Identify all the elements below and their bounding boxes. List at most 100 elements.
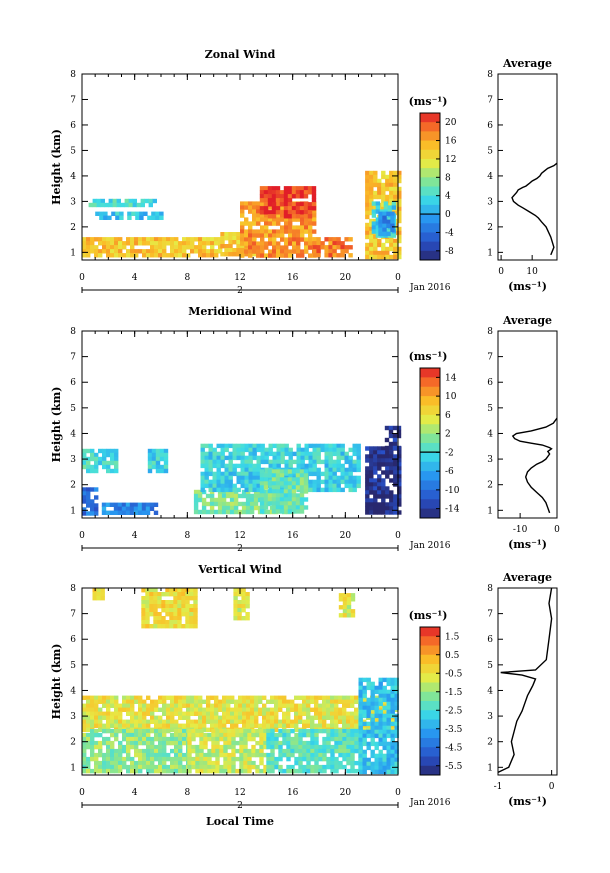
heatmap-cell (310, 732, 315, 738)
heatmap-cell (385, 506, 390, 511)
heatmap-cell (388, 445, 394, 451)
heatmap-cell (378, 713, 383, 719)
heatmap-cell (178, 748, 183, 754)
heatmap-cell (350, 613, 356, 618)
heatmap-cell (374, 761, 379, 767)
y-tick-label: 7 (70, 353, 76, 363)
heatmap-cell (338, 752, 343, 758)
heatmap-cell (291, 489, 297, 494)
heatmap-cell (316, 443, 321, 449)
heatmap-cell (377, 450, 382, 455)
heatmap-cell (340, 479, 345, 485)
heatmap-cell (278, 764, 283, 770)
heatmap-cell (146, 695, 151, 700)
heatmap-cell (286, 752, 291, 758)
heatmap-cell (234, 707, 239, 712)
heatmap-cell (385, 186, 390, 192)
heatmap-cell (392, 425, 398, 431)
heatmap-cell (260, 217, 265, 222)
average-y-tick-label: 3 (487, 712, 493, 722)
heatmap-cell (240, 443, 245, 449)
heatmap-cell (241, 588, 246, 593)
heatmap-cell (358, 697, 363, 703)
heatmap-cell (259, 744, 264, 750)
heatmap-cell (390, 215, 395, 220)
heatmap-cell (122, 732, 127, 738)
heatmap-cell (272, 241, 277, 246)
heatmap-cell (318, 707, 323, 712)
heatmap-cell (397, 234, 402, 240)
heatmap-cell (106, 752, 111, 758)
heatmap-cell (159, 215, 164, 220)
heatmap-cell (304, 217, 309, 222)
heatmap-cell (136, 202, 141, 208)
heatmap-cell (260, 443, 265, 449)
heatmap-cell (373, 486, 378, 491)
heatmap-cell (385, 198, 390, 204)
heatmap-cells (82, 588, 399, 775)
heatmap-cell (247, 748, 252, 754)
heatmap-cell (299, 477, 305, 482)
colorbar-tick-label: -4.5 (445, 743, 463, 753)
heatmap-cell (255, 732, 260, 738)
heatmap-cell (238, 711, 243, 716)
heatmap-cell (145, 624, 150, 629)
y-tick-label: 4 (70, 172, 76, 182)
heatmap-cell (150, 764, 155, 770)
heatmap-cell (397, 214, 402, 220)
heatmap-cell (187, 732, 192, 738)
heatmap-cell (106, 748, 111, 754)
heatmap-cell (286, 715, 291, 720)
heatmap-cell (378, 741, 383, 747)
heatmap-cell (210, 715, 215, 720)
heatmap-cell (342, 732, 347, 738)
heatmap-cell (374, 689, 379, 695)
heatmap-cell (382, 677, 387, 683)
heatmap-cell (330, 768, 335, 774)
heatmap-cell (275, 509, 281, 514)
heatmap-cell (397, 454, 402, 459)
heatmap-cell (241, 489, 247, 495)
heatmap-cell (206, 253, 211, 258)
colorbar-frame (419, 367, 441, 519)
heatmap-cell (256, 479, 261, 485)
heatmap-cell (141, 616, 146, 621)
heatmap-cell (138, 237, 143, 242)
y-tick-label: 4 (70, 686, 76, 696)
heatmap-cell (145, 620, 150, 625)
heatmap-cell (118, 707, 123, 712)
heatmap-cell (216, 479, 221, 485)
heatmap-cell (373, 458, 378, 463)
heatmap-cell (350, 752, 355, 758)
heatmap-cell (366, 741, 371, 747)
heatmap-cell (243, 744, 248, 750)
heatmap-cell (134, 748, 139, 754)
heatmap-cell (316, 483, 321, 489)
heatmap-cell (126, 711, 131, 716)
heatmap-cell (378, 223, 383, 228)
heatmap-cell (223, 740, 228, 746)
heatmap-cell (247, 764, 252, 770)
heatmap-cell (215, 740, 220, 746)
heatmap-cell (334, 723, 339, 728)
heatmap-cell (356, 463, 361, 469)
heatmap-cell (200, 479, 205, 485)
heatmap-cell (350, 609, 356, 614)
heatmap-cell (298, 744, 303, 750)
x-tick-label: 8 (184, 788, 190, 798)
heatmap-cell (219, 744, 224, 750)
heatmap-cell (94, 487, 99, 492)
heatmap-cell (324, 443, 329, 449)
heatmap-cell (378, 685, 383, 691)
heatmap-cell (134, 736, 139, 742)
y-tick-label: 1 (70, 248, 76, 258)
heatmap-cell (110, 460, 115, 466)
heatmap-cell (271, 194, 277, 199)
heatmap-cell (142, 736, 147, 742)
heatmap-cell (244, 479, 249, 485)
heatmap-cell (174, 237, 179, 242)
heatmap-cell (200, 443, 205, 449)
heatmap-cell (264, 253, 269, 258)
heatmap-cell (90, 707, 95, 712)
heatmap-cell (346, 609, 352, 614)
